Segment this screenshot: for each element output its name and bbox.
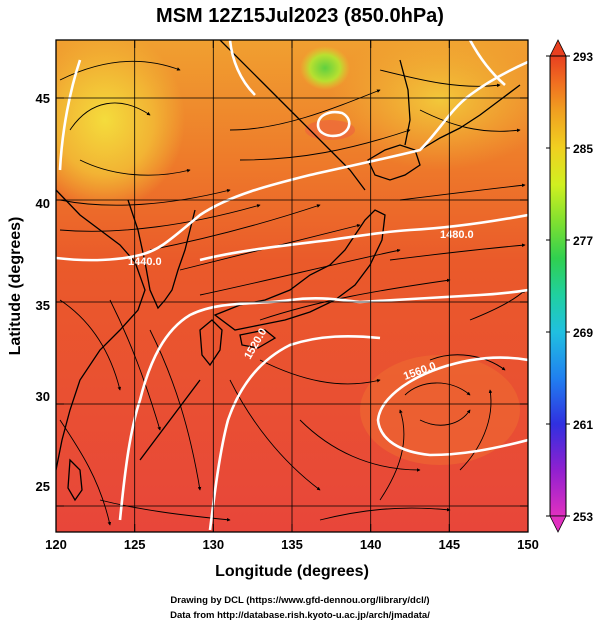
streamline [59, 60, 181, 81]
map-plot-area: 1440.0 1480.0 1520.0 1560.0 [56, 40, 528, 532]
contour-line [208, 334, 381, 531]
streamline [419, 109, 521, 133]
streamline [149, 204, 321, 251]
coastline-korea [127, 199, 196, 310]
coastline-shikoku [239, 329, 277, 349]
streamline [59, 204, 261, 232]
colorbar-scale [549, 55, 567, 517]
x-tick-label: 135 [281, 537, 303, 552]
warm-region-northeast [330, 40, 528, 170]
streamline [259, 359, 381, 385]
streamline [389, 243, 526, 261]
streamline [399, 183, 526, 201]
streamline [239, 129, 411, 161]
x-tick-label: 145 [438, 537, 460, 552]
map-grid [56, 40, 528, 532]
y-tick-label: 25 [36, 479, 50, 494]
streamline [229, 379, 321, 491]
colorbar: 293 285 277 269 261 253 [546, 39, 593, 533]
height-contours [56, 40, 528, 531]
coastline-ryukyu [139, 379, 201, 461]
streamline [319, 507, 451, 521]
coastlines [56, 40, 521, 502]
streamline [59, 299, 122, 391]
streamline [379, 69, 501, 88]
x-tick-label: 125 [124, 537, 146, 552]
colorbar-label: 285 [573, 142, 593, 156]
streamline [69, 102, 151, 131]
contour-line [468, 40, 506, 86]
contour-line [199, 213, 528, 262]
credit-data-source: Data from http://database.rish.kyoto-u.a… [170, 610, 430, 621]
contour-label-1480: 1480.0 [440, 229, 474, 241]
contour-line [316, 110, 351, 138]
streamline [259, 278, 451, 321]
y-tick-label: 45 [36, 91, 50, 106]
chart-title: MSM 12Z15Jul2023 (850.0hPa) [156, 5, 444, 27]
streamline [419, 409, 471, 426]
colorbar-label: 261 [573, 418, 593, 432]
shading-patch [360, 355, 520, 465]
streamline [79, 159, 191, 176]
streamline [59, 188, 231, 206]
x-tick-label: 120 [45, 537, 67, 552]
x-tick-labels: 120 125 130 135 140 145 150 [45, 537, 539, 552]
x-tick-label: 140 [360, 537, 382, 552]
colorbar-label: 277 [573, 234, 593, 248]
streamline [199, 248, 401, 296]
streamline [299, 419, 421, 472]
streamline [99, 499, 231, 522]
contour-line [376, 356, 528, 457]
contour-label-1440: 1440.0 [128, 256, 162, 268]
coastline-kyushu [199, 319, 223, 367]
streamline [379, 409, 405, 501]
streamline [109, 299, 161, 431]
streamline [229, 89, 381, 131]
x-tick-label: 130 [202, 537, 224, 552]
wind-streamlines [59, 60, 526, 526]
coastline-hokkaido [367, 144, 421, 181]
coastline-honshu [213, 209, 386, 331]
streamline [469, 289, 526, 321]
colorbar-top-arrow [549, 39, 567, 57]
coastline-china [56, 189, 146, 471]
axis-ticks [55, 40, 529, 532]
y-tick-label: 35 [36, 298, 50, 313]
y-axis-label: Latitude (degrees) [7, 217, 24, 356]
contour-line [56, 60, 528, 262]
y-tick-label: 30 [36, 389, 50, 404]
y-tick-label: 40 [36, 196, 50, 211]
colorbar-label: 269 [573, 326, 593, 340]
streamline [404, 382, 471, 396]
colorbar-label: 253 [573, 510, 593, 524]
x-axis-label: Longitude (degrees) [215, 563, 369, 580]
colorbar-label: 293 [573, 50, 593, 64]
contour-line [228, 40, 256, 96]
streamline [59, 419, 112, 526]
coastline-kuril [419, 84, 521, 151]
x-tick-label: 150 [517, 537, 539, 552]
y-tick-labels: 25 30 35 40 45 [36, 91, 50, 494]
cool-spot [300, 46, 350, 90]
streamline [459, 389, 493, 471]
warm-region-northwest [56, 40, 185, 210]
colorbar-bottom-arrow [549, 515, 567, 533]
streamline [429, 354, 506, 371]
credit-drawing: Drawing by DCL (https://www.gfd-dennou.o… [170, 595, 429, 606]
coastline-taiwan [67, 458, 83, 502]
coastline-russia [219, 40, 366, 191]
streamline [149, 329, 202, 491]
contour-line [58, 59, 82, 171]
